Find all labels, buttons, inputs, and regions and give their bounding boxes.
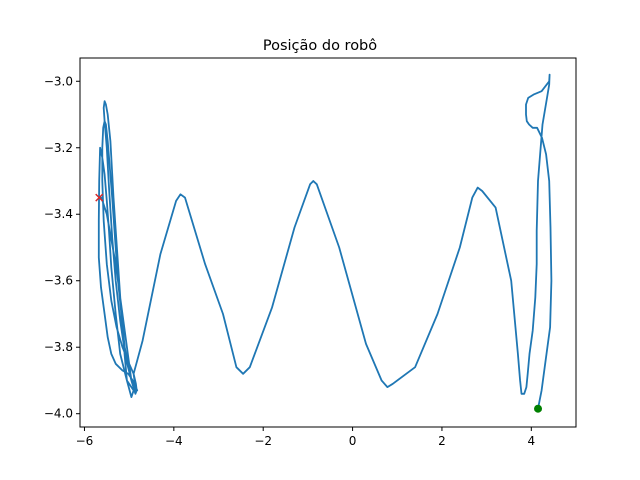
y-tick-label: −4.0 <box>44 407 73 421</box>
axes-frame <box>79 57 577 428</box>
trajectory-line <box>97 73 553 410</box>
x-tick-label: −4 <box>165 434 183 448</box>
y-tick-label: −3.0 <box>44 74 73 88</box>
marker-layer <box>95 193 543 413</box>
end-marker <box>95 193 104 202</box>
x-tick-label: −6 <box>76 434 94 448</box>
x-tick-label: 4 <box>527 434 535 448</box>
start-marker <box>534 404 543 413</box>
y-tick-label: −3.8 <box>44 340 73 354</box>
y-tick-label: −3.2 <box>44 141 73 155</box>
x-tick-label: 2 <box>438 434 446 448</box>
y-tick-label: −3.6 <box>44 274 73 288</box>
trajectory-layer <box>97 73 553 410</box>
x-tick-label: −2 <box>254 434 272 448</box>
chart-title: Posição do robô <box>263 38 377 54</box>
y-axis: −4.0 −3.8 −3.6 −3.4 −3.2 −3.0 <box>44 74 80 421</box>
x-tick-label: 0 <box>349 434 357 448</box>
y-tick-label: −3.4 <box>44 207 73 221</box>
x-axis: −6 −4 −2 0 2 4 <box>76 427 535 448</box>
